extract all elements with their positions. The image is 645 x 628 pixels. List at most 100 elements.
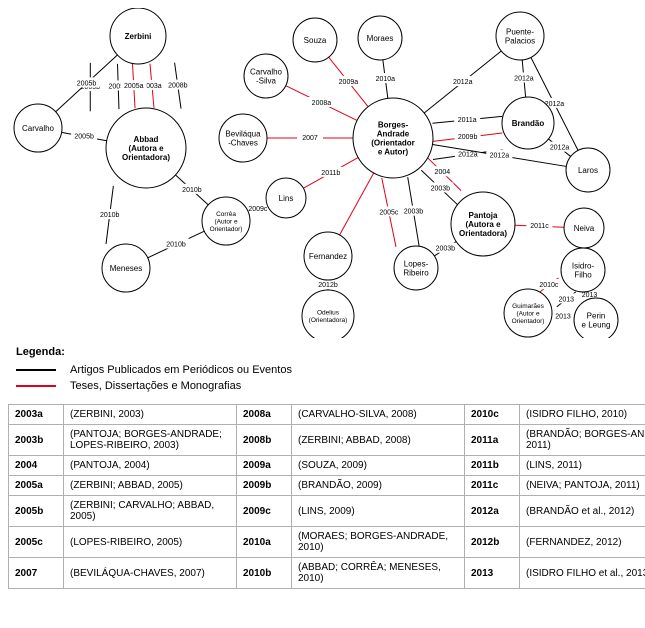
edge-label: 2009c: [248, 206, 268, 213]
ref-cell: (LOPES-RIBEIRO, 2005): [64, 527, 237, 558]
year-cell: 2013: [465, 558, 520, 589]
edge-label: 2005b: [77, 80, 97, 87]
edge-label: 2003b: [431, 185, 451, 192]
legend-line: [16, 369, 56, 371]
ref-cell: (ISIDRO FILHO et al., 2013): [520, 558, 645, 589]
ref-cell: (PANTOJA; BORGES-ANDRADE; LOPES-RIBEIRO,…: [64, 425, 237, 456]
node-label: (Orientadora): [309, 317, 348, 324]
node-label: Abbad: [134, 135, 159, 144]
node-label: Souza: [304, 36, 327, 45]
node-label: (Autora e: [128, 144, 164, 153]
node-label: Orientadora): [459, 229, 507, 238]
legend-title: Legenda:: [16, 346, 645, 358]
ref-cell: (ZERBINI; ABBAD, 2008): [292, 425, 465, 456]
node-label: -Silva: [256, 76, 277, 85]
node-label: Lopes-: [404, 259, 429, 268]
edge-label: 2003b: [436, 246, 456, 253]
node-label: (Autora e: [465, 220, 501, 229]
edge-label: 2011b: [321, 170, 340, 177]
node-label: Orientador): [210, 226, 243, 233]
node-label: Palacios: [505, 36, 535, 45]
node-label: Orientadora): [122, 153, 170, 162]
year-cell: 2010a: [237, 527, 292, 558]
author-network: 2005b2005b2003a2005a2008b2005b2005b2010b…: [8, 8, 638, 338]
ref-cell: (CARVALHO-SILVA, 2008): [292, 405, 465, 425]
node-label: (Autor e: [214, 218, 238, 225]
ref-cell: (BEVILÁQUA-CHAVES, 2007): [64, 558, 237, 589]
year-cell: 2011b: [465, 456, 520, 476]
year-cell: 2010b: [237, 558, 292, 589]
ref-cell: (ZERBINI; ABBAD, 2005): [64, 476, 237, 496]
ref-cell: (ABBAD; CORRÊA; MENESES, 2010): [292, 558, 465, 589]
node-label: e Autor): [378, 147, 409, 156]
node-label: Laros: [578, 166, 598, 175]
year-cell: 2009c: [237, 496, 292, 527]
edge: [340, 173, 374, 235]
year-cell: 2009a: [237, 456, 292, 476]
ref-cell: (BRANDÃO, 2009): [292, 476, 465, 496]
ref-cell: (BRANDÃO; BORGES-ANDRADE, 2011): [520, 425, 645, 456]
table-row: 2007(BEVILÁQUA-CHAVES, 2007)2010b(ABBAD;…: [9, 558, 645, 589]
node-label: Guimarães: [512, 303, 545, 310]
year-cell: 2007: [9, 558, 64, 589]
legend-label: Artigos Publicados em Periódicos ou Even…: [70, 364, 292, 376]
year-cell: 2011c: [465, 476, 520, 496]
year-cell: 2010c: [465, 405, 520, 425]
node-label: Carvalho: [250, 67, 283, 76]
node-label: Meneses: [110, 264, 142, 273]
edge-label: 2005c: [379, 209, 399, 216]
node-label: Carvalho: [22, 124, 55, 133]
edge-label: 2008a: [312, 100, 332, 107]
year-cell: 2005a: [9, 476, 64, 496]
edge-label: 2010b: [182, 187, 202, 194]
year-cell: 2008b: [237, 425, 292, 456]
year-cell: 2005c: [9, 527, 64, 558]
node-label: Fernandez: [309, 252, 347, 261]
reference-table: 2003a(ZERBINI, 2003)2008a(CARVALHO-SILVA…: [8, 404, 645, 589]
node-label: (Orientador: [371, 138, 415, 147]
ref-cell: (PANTOJA, 2004): [64, 456, 237, 476]
edge-label: 2013: [555, 314, 571, 321]
year-cell: 2012b: [465, 527, 520, 558]
year-cell: 2012a: [465, 496, 520, 527]
edge-label: 2010c: [539, 282, 559, 289]
ref-cell: (NEIVA; PANTOJA, 2011): [520, 476, 645, 496]
node-label: Filho: [574, 270, 592, 279]
node-label: Perin: [587, 311, 606, 320]
edge-label: 2011a: [458, 117, 477, 124]
node-label: Neiva: [574, 224, 595, 233]
node-label: Odelius: [317, 310, 340, 317]
table-row: 2003b(PANTOJA; BORGES-ANDRADE; LOPES-RIB…: [9, 425, 645, 456]
legend-label: Teses, Dissertações e Monografias: [70, 380, 241, 392]
edge-label: 2010a: [376, 76, 396, 83]
legend: Legenda: Artigos Publicados em Periódico…: [16, 346, 645, 392]
ref-cell: (ISIDRO FILHO, 2010): [520, 405, 645, 425]
table-row: 2005a(ZERBINI; ABBAD, 2005)2009b(BRANDÃO…: [9, 476, 645, 496]
node-label: Corrêa: [216, 211, 236, 218]
edge-label: 2005a: [124, 83, 144, 90]
edge-label: 2010b: [166, 242, 186, 249]
edge-label: 2009b: [458, 134, 478, 141]
edge-label: 2007: [302, 135, 318, 142]
edge-label: 2009a: [339, 79, 359, 86]
legend-line: [16, 385, 56, 387]
year-cell: 2004: [9, 456, 64, 476]
ref-cell: (SOUZA, 2009): [292, 456, 465, 476]
year-cell: 2009b: [237, 476, 292, 496]
node-label: Beviláqua: [225, 129, 261, 138]
node-label: Andrade: [377, 129, 410, 138]
edge-label: 2012a: [490, 152, 510, 159]
edge-label: 2008b: [168, 83, 188, 90]
node-label: Moraes: [367, 34, 394, 43]
node-label: Puente-: [506, 27, 534, 36]
edge-label: 2012a: [453, 79, 473, 86]
node-label: Lins: [279, 194, 294, 203]
table-row: 2005c(LOPES-RIBEIRO, 2005)2010a(MORAES; …: [9, 527, 645, 558]
node-label: Brandão: [512, 119, 545, 128]
legend-item: Teses, Dissertações e Monografias: [16, 380, 645, 392]
ref-cell: (LINS, 2011): [520, 456, 645, 476]
node-label: -Chaves: [228, 138, 258, 147]
year-cell: 2003a: [9, 405, 64, 425]
node-label: Ribeiro: [403, 268, 429, 277]
legend-item: Artigos Publicados em Periódicos ou Even…: [16, 364, 645, 376]
